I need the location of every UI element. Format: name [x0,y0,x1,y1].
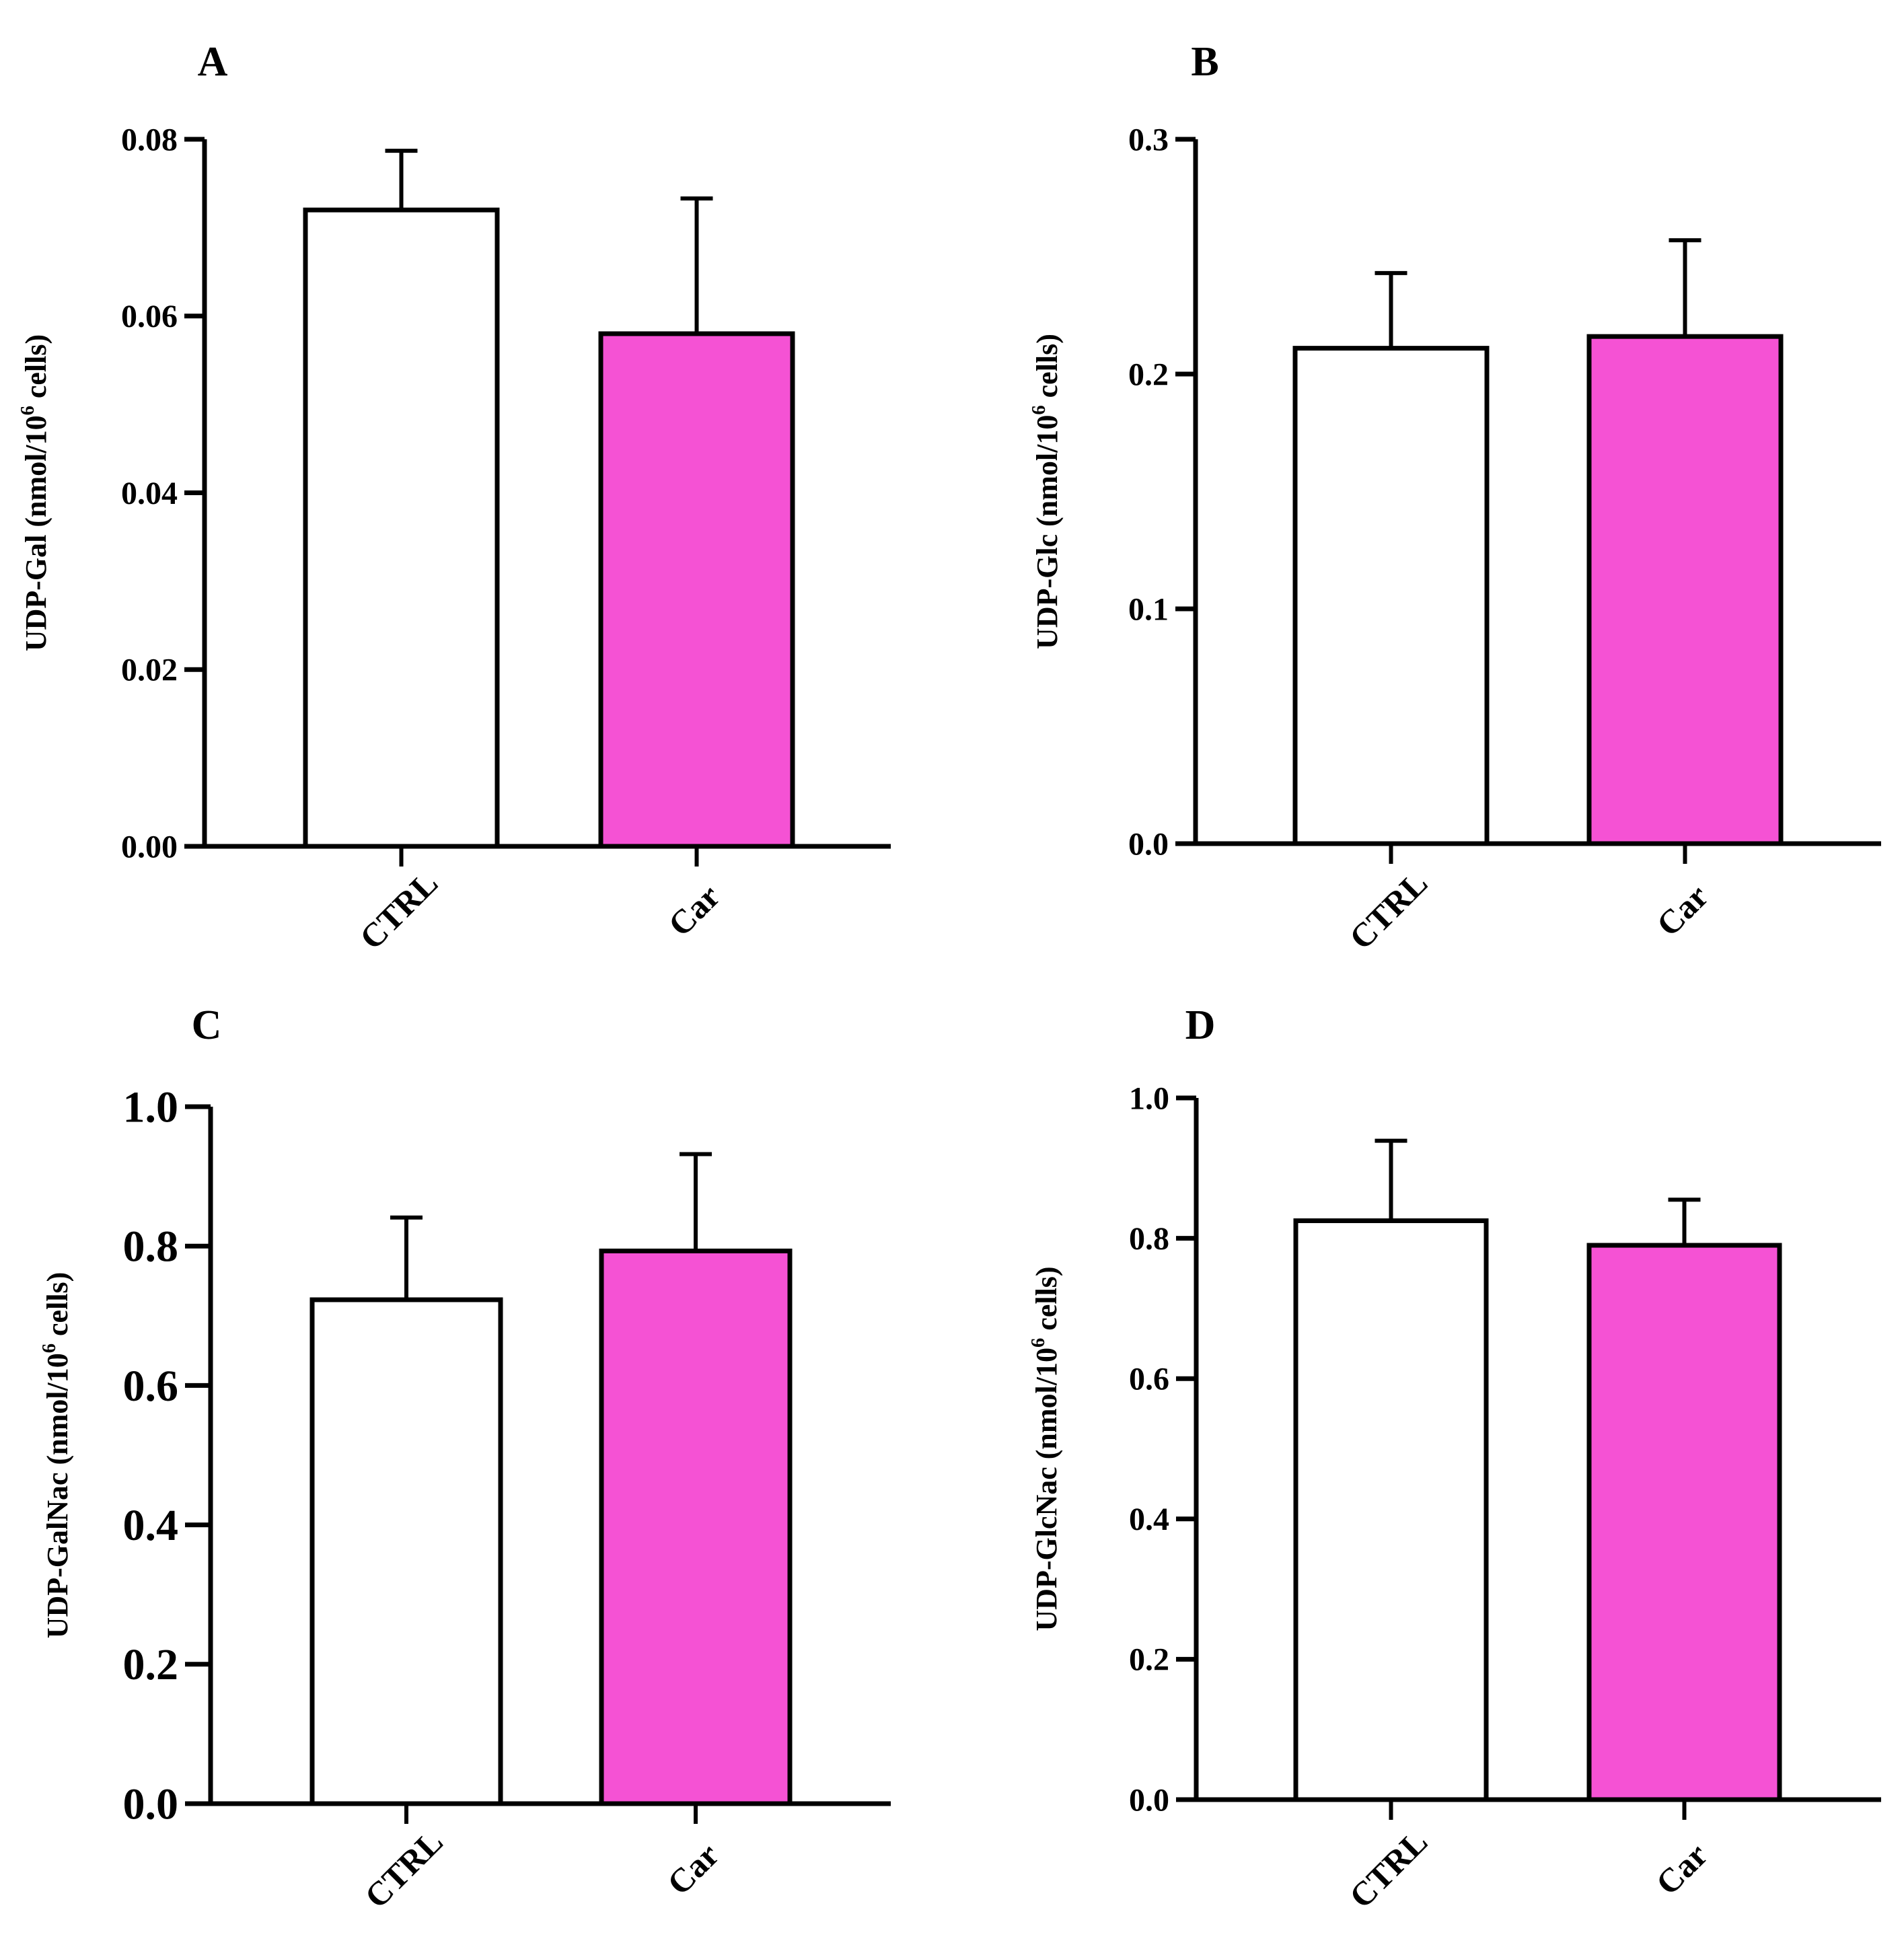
bar-ctrl [1292,346,1490,846]
bar-car [1586,1243,1782,1802]
y-tick-label: 0.8 [1129,1221,1169,1257]
y-axis-title-superscript: 6 [17,406,38,415]
y-axis-title: UDP-GalNac (nmol/106 cells) [39,1272,74,1639]
bar-car [598,331,795,849]
y-axis-title-text: UDP-GlcNac (nmol/10 [1030,1348,1063,1631]
bar-ctrl [303,207,500,849]
y-tick-label: 0.0 [1129,1782,1169,1818]
y-tick-label: 0.0 [1128,826,1169,862]
panel-label: D [1185,1002,1216,1048]
y-axis-title-text: UDP-Glc (nmol/10 [1031,415,1064,649]
y-tick-label: 0.6 [123,1362,179,1411]
y-tick-label: 0.4 [123,1501,179,1550]
y-axis-title: UDP-Gal (nmol/106 cells) [17,334,52,651]
y-axis-title-unit: cells) [1031,334,1064,405]
bar-car [599,1248,793,1806]
y-axis-title-text: UDP-Gal (nmol/10 [20,415,52,651]
y-axis-title-unit: cells) [41,1272,74,1343]
y-tick-label: 0.06 [121,299,178,334]
y-tick-label: 1.0 [123,1082,179,1132]
y-tick-label: 0.2 [1128,357,1169,392]
y-tick-label: 0.4 [1129,1502,1169,1537]
y-tick-label: 0.0 [123,1779,179,1829]
y-tick-label: 0.1 [1128,591,1169,627]
y-tick-label: 0.08 [121,122,178,157]
y-axis-title: UDP-GlcNac (nmol/106 cells) [1028,1266,1063,1631]
y-axis-title-superscript: 6 [1028,1338,1049,1348]
y-axis-title-unit: cells) [20,334,52,406]
y-tick-label: 0.8 [123,1222,179,1272]
y-tick-label: 0.3 [1128,122,1169,157]
y-axis-title-text: UDP-GalNac (nmol/10 [41,1353,74,1638]
panel-label: B [1191,39,1218,85]
y-tick-label: 1.0 [1129,1080,1169,1116]
y-tick-label: 0.00 [121,829,178,864]
y-tick-label: 0.04 [121,476,178,511]
y-tick-label: 0.2 [123,1640,179,1689]
y-axis-title: UDP-Glc (nmol/106 cells) [1029,334,1064,649]
y-axis-title-superscript: 6 [1029,405,1050,414]
y-tick-label: 0.2 [1129,1642,1169,1678]
bar-car [1586,334,1784,846]
y-axis-title-superscript: 6 [39,1343,60,1353]
panel-label: C [192,1002,222,1048]
bar-ctrl [1293,1218,1489,1802]
y-axis-title-unit: cells) [1030,1266,1063,1337]
panel-label: A [198,39,228,85]
y-tick-label: 0.02 [121,653,178,688]
y-tick-label: 0.6 [1129,1362,1169,1397]
bar-ctrl [309,1297,503,1806]
